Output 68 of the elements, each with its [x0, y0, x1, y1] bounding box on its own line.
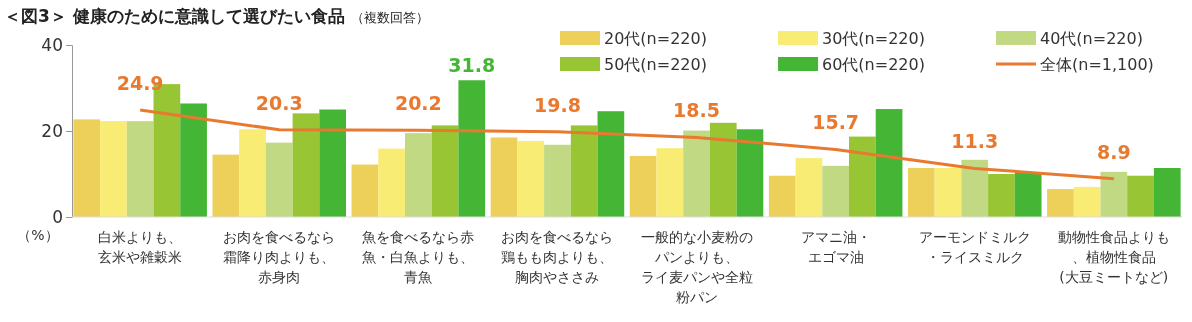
bar — [768, 175, 796, 217]
bar — [1100, 171, 1128, 217]
bar — [490, 137, 518, 217]
x-tick-label: 一般的な小麦粉のパンよりも、ライ麦パンや全粒粉パン — [640, 229, 753, 305]
bar — [319, 109, 347, 217]
bar — [239, 129, 266, 217]
data-label: 20.3 — [255, 91, 303, 114]
data-label: 19.8 — [534, 93, 581, 116]
x-tick-label: アマニ油・エゴマ油 — [800, 229, 871, 265]
bar — [629, 155, 657, 217]
bar — [378, 148, 405, 217]
bar — [544, 144, 571, 217]
bar — [822, 165, 849, 217]
x-tick-label: 白米よりも、玄米や雑穀米 — [98, 229, 183, 265]
bar — [1047, 189, 1074, 217]
bar — [265, 142, 293, 217]
data-label: 18.5 — [673, 99, 720, 122]
bar — [180, 103, 207, 217]
bar — [126, 121, 154, 217]
bar — [431, 125, 459, 217]
bar — [73, 119, 101, 217]
bar — [1073, 186, 1101, 217]
x-tick-label: お肉を食べるなら霜降り肉よりも、赤身肉 — [223, 229, 336, 285]
bar — [458, 80, 486, 217]
bar — [656, 148, 684, 217]
bar — [100, 121, 127, 217]
bar — [907, 167, 935, 217]
bar — [597, 111, 625, 217]
bar — [1153, 167, 1181, 217]
bar — [517, 140, 545, 217]
bar — [849, 136, 876, 217]
bar — [570, 125, 598, 217]
x-tick-label: 魚を食べるなら赤魚・白魚よりも、青魚 — [362, 229, 475, 285]
legend-label: 30代(n=220) — [822, 29, 925, 48]
legend-label: 50代(n=220) — [604, 55, 707, 74]
data-label: 8.9 — [1097, 140, 1131, 163]
bar — [961, 159, 989, 217]
bar — [1014, 172, 1042, 217]
x-tick-label: アーモンドミルク・ライスミルク — [918, 229, 1031, 265]
y-tick-label: 0 — [52, 206, 63, 227]
legend-label: 全体(n=1,100) — [1040, 55, 1154, 74]
y-tick-label: 20 — [41, 120, 63, 141]
data-label: 11.3 — [951, 130, 999, 153]
bar — [875, 109, 903, 217]
bar — [683, 130, 710, 217]
data-label: 20.2 — [394, 92, 442, 115]
chart-title: ＜図3＞ 健康のために意識して選びたい食品 — [4, 6, 345, 26]
bar — [709, 122, 737, 217]
data-label: 31.8 — [448, 54, 496, 77]
x-tick-label: 動物性食品よりも、植物性食品(大豆ミートなど) — [1057, 229, 1170, 285]
bar — [351, 164, 379, 217]
bar — [1127, 175, 1154, 217]
bar — [736, 129, 764, 217]
data-label: 24.9 — [116, 71, 164, 94]
x-tick-label: お肉を食べるなら鶏もも肉よりも、胸肉やささみ — [501, 229, 614, 285]
y-tick-label: 40 — [41, 34, 63, 55]
data-label: 15.7 — [812, 111, 860, 134]
bar — [988, 174, 1015, 217]
y-axis-title: （%） — [17, 227, 59, 243]
legend-label: 40代(n=220) — [1040, 29, 1143, 48]
chart-subtitle: （複数回答） — [350, 10, 429, 25]
legend-label: 20代(n=220) — [604, 29, 707, 48]
bar — [795, 158, 823, 217]
bar — [292, 113, 320, 217]
bar — [934, 167, 962, 217]
bar — [212, 154, 240, 217]
legend-label: 60代(n=220) — [822, 55, 925, 74]
bar — [405, 133, 432, 217]
